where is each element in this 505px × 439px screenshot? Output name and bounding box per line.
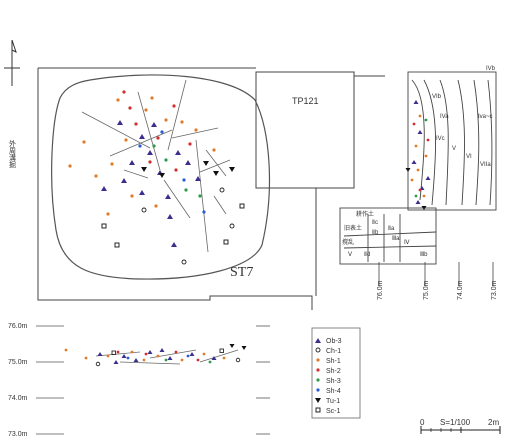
projection-artifacts <box>64 344 247 367</box>
stratigraphic-section <box>339 71 497 265</box>
svg-text:Sc-1: Sc-1 <box>326 408 341 415</box>
legend-item-tu1: Tu-1 <box>315 398 340 405</box>
projection-elevation-labels: 76.0m 75.0m 74.0m 73.0m <box>8 323 28 438</box>
svg-text:Ⅱd: Ⅱd <box>364 252 370 258</box>
svg-text:Ⅳ: Ⅳ <box>404 240 410 246</box>
svg-text:73.0m: 73.0m <box>8 431 28 438</box>
svg-text:VIIa: VIIa <box>480 162 491 168</box>
svg-text:VI: VI <box>466 154 472 160</box>
svg-text:V: V <box>452 146 456 152</box>
svg-text:VIb: VIb <box>432 94 442 100</box>
section-layer-labels: IVb VIb IVa Iva~c IVc V VI VIIa Ⅱc Ⅱb Ⅱa… <box>342 66 496 258</box>
section-artifacts <box>405 100 431 210</box>
legend-item-sh4: Sh-4 <box>316 388 341 395</box>
svg-text:75.0m: 75.0m <box>8 359 28 366</box>
svg-text:IVb: IVb <box>486 66 496 72</box>
svg-text:73.0m: 73.0m <box>491 280 498 300</box>
section-elevation-labels: 76.0m 75.0m 74.0m 73.0m <box>377 280 498 300</box>
svg-text:Ch-1: Ch-1 <box>326 348 341 355</box>
legend-item-sh3: Sh-3 <box>316 378 341 385</box>
legend-item-ch1: Ch-1 <box>315 347 341 355</box>
excavation-outline <box>37 67 385 310</box>
test-pit-label: TP121 <box>292 96 319 106</box>
scale-bar: 0 S=1/100 2m <box>420 418 501 434</box>
refit-lines <box>81 79 231 253</box>
svg-text:撹乱: 撹乱 <box>342 238 354 246</box>
svg-text:Ⅲa: Ⅲa <box>392 236 400 242</box>
svg-text:75.0m: 75.0m <box>423 280 430 300</box>
svg-text:2m: 2m <box>488 418 499 427</box>
svg-text:Ⅱa: Ⅱa <box>388 226 395 232</box>
svg-text:74.0m: 74.0m <box>457 280 464 300</box>
svg-text:Ⅴ: Ⅴ <box>348 252 353 258</box>
svg-text:IVa: IVa <box>440 114 449 120</box>
svg-text:IVc: IVc <box>436 136 445 142</box>
test-pit-box <box>255 71 355 189</box>
north-arrow-icon <box>4 39 20 86</box>
svg-text:Sh-2: Sh-2 <box>326 368 341 375</box>
section-elevation-ticks <box>378 262 494 286</box>
svg-text:Sh-1: Sh-1 <box>326 358 341 365</box>
legend-item-sh2: Sh-2 <box>316 368 341 375</box>
svg-text:旧表土: 旧表土 <box>344 224 362 232</box>
plan-artifacts <box>68 90 245 265</box>
pit-label: ST7 <box>230 265 253 280</box>
svg-text:Ⅱc: Ⅱc <box>372 220 378 226</box>
svg-text:Tu-1: Tu-1 <box>326 398 340 405</box>
svg-text:0: 0 <box>420 418 425 427</box>
legend: Ob-3 Ch-1 Sh-1 Sh-2 Sh-3 Sh-4 Tu-1 Sc-1 <box>311 327 361 419</box>
svg-text:76.0m: 76.0m <box>377 280 384 300</box>
pit-st7-outline <box>51 74 271 280</box>
projection-grid <box>36 325 270 435</box>
legend-item-ob3: Ob-3 <box>315 338 342 345</box>
svg-text:Iva~c: Iva~c <box>478 114 493 120</box>
svg-text:Sh-4: Sh-4 <box>326 388 341 395</box>
svg-text:耕作土: 耕作土 <box>356 210 374 218</box>
svg-text:74.0m: 74.0m <box>8 395 28 402</box>
svg-text:Ⅲb: Ⅲb <box>420 252 428 258</box>
legend-item-sh1: Sh-1 <box>316 358 341 365</box>
svg-text:76.0m: 76.0m <box>8 323 28 330</box>
legend-item-sc1: Sc-1 <box>315 407 341 415</box>
side-label: 外周溝掘 <box>9 139 17 169</box>
svg-text:Sh-3: Sh-3 <box>326 378 341 385</box>
svg-text:Ob-3: Ob-3 <box>326 338 342 345</box>
svg-text:S=1/100: S=1/100 <box>440 418 471 427</box>
svg-text:Ⅱb: Ⅱb <box>372 230 379 236</box>
